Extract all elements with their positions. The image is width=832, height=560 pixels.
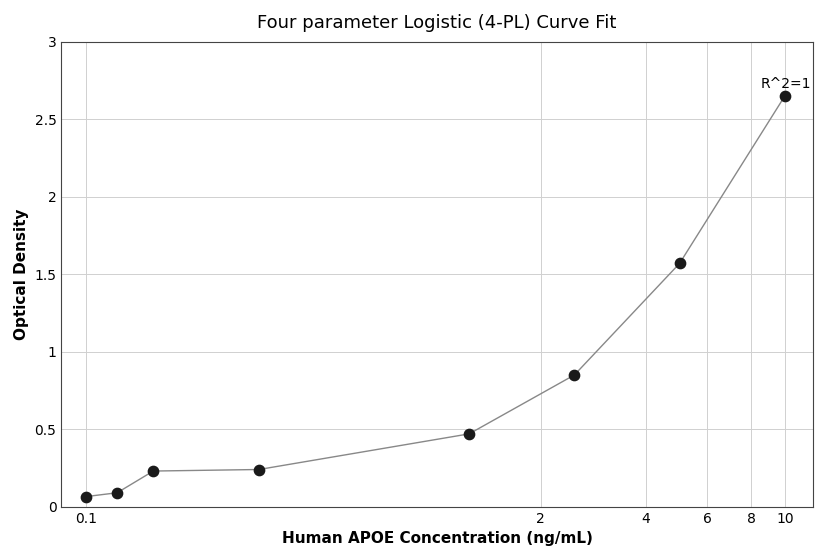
Text: R^2=1: R^2=1 <box>760 77 810 91</box>
Point <box>252 465 265 474</box>
Point <box>673 259 686 268</box>
Y-axis label: Optical Density: Optical Density <box>14 208 29 340</box>
Point <box>146 466 160 475</box>
X-axis label: Human APOE Concentration (ng/mL): Human APOE Concentration (ng/mL) <box>281 531 592 546</box>
Point <box>778 91 791 100</box>
Point <box>79 492 92 501</box>
Point <box>567 371 581 380</box>
Title: Four parameter Logistic (4-PL) Curve Fit: Four parameter Logistic (4-PL) Curve Fit <box>257 14 617 32</box>
Point <box>111 488 124 497</box>
Point <box>463 430 476 438</box>
